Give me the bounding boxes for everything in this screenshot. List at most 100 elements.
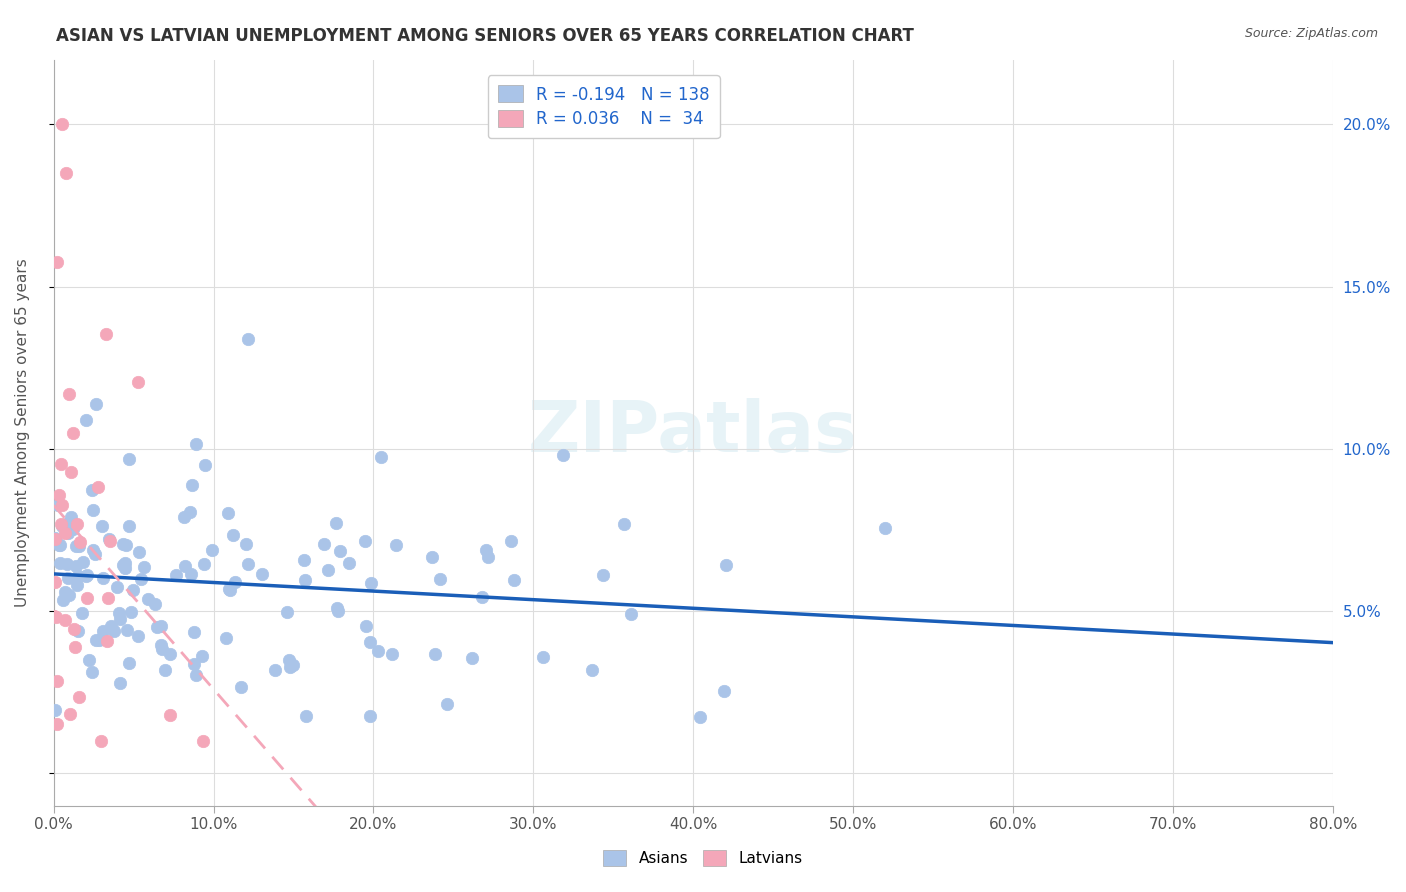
Point xyxy=(45,254,67,268)
Point xyxy=(183,625,205,640)
Point xyxy=(367,644,389,658)
Point xyxy=(112,537,135,551)
Point xyxy=(82,483,104,497)
Point xyxy=(429,572,451,586)
Point xyxy=(45,717,67,731)
Y-axis label: Unemployment Among Seniors over 65 years: Unemployment Among Seniors over 65 years xyxy=(15,258,30,607)
Point xyxy=(53,525,76,540)
Point xyxy=(224,574,246,589)
Point xyxy=(201,543,224,558)
Point xyxy=(236,332,259,346)
Point xyxy=(359,709,381,723)
Point xyxy=(471,590,494,604)
Point xyxy=(76,568,98,582)
Point xyxy=(100,618,122,632)
Point xyxy=(96,326,118,341)
Point xyxy=(159,647,181,661)
Point xyxy=(79,653,101,667)
Point xyxy=(90,733,112,747)
Point xyxy=(503,573,526,587)
Point xyxy=(98,534,121,549)
Point xyxy=(97,591,120,605)
Point xyxy=(499,533,522,548)
Point xyxy=(105,580,128,594)
Point xyxy=(294,574,316,588)
Point xyxy=(689,710,711,724)
Point xyxy=(67,569,90,583)
Point xyxy=(48,488,70,502)
Text: ASIAN VS LATVIAN UNEMPLOYMENT AMONG SENIORS OVER 65 YEARS CORRELATION CHART: ASIAN VS LATVIAN UNEMPLOYMENT AMONG SENI… xyxy=(56,27,914,45)
Point xyxy=(613,516,636,531)
Point xyxy=(238,557,260,571)
Point xyxy=(82,503,104,517)
Point xyxy=(121,583,143,598)
Point xyxy=(62,425,84,440)
Point xyxy=(51,498,73,512)
Point xyxy=(875,521,897,535)
Point xyxy=(48,538,70,552)
Point xyxy=(63,623,86,637)
Point xyxy=(75,413,97,427)
Point xyxy=(91,571,114,585)
Point xyxy=(108,612,131,626)
Point xyxy=(385,538,408,552)
Point xyxy=(46,498,69,512)
Point xyxy=(72,555,94,569)
Point xyxy=(217,506,239,520)
Point xyxy=(173,559,195,574)
Point xyxy=(66,577,89,591)
Point xyxy=(42,609,65,624)
Point xyxy=(531,650,554,665)
Point xyxy=(581,663,603,677)
Point xyxy=(150,641,173,656)
Point xyxy=(326,604,349,618)
Point xyxy=(114,561,136,575)
Point xyxy=(103,624,125,638)
Point xyxy=(90,518,112,533)
Point xyxy=(86,480,108,494)
Point xyxy=(96,633,118,648)
Point xyxy=(218,582,240,597)
Point xyxy=(191,649,214,664)
Point xyxy=(89,632,111,647)
Point xyxy=(136,592,159,607)
Point xyxy=(420,550,443,565)
Point xyxy=(153,663,176,677)
Point xyxy=(219,582,242,597)
Point xyxy=(44,703,66,717)
Point xyxy=(184,668,207,682)
Point xyxy=(69,534,91,549)
Point xyxy=(193,558,215,572)
Point xyxy=(436,697,458,711)
Point xyxy=(55,166,77,180)
Point xyxy=(250,567,273,582)
Point xyxy=(127,375,149,389)
Point xyxy=(97,532,120,546)
Point xyxy=(129,572,152,586)
Point xyxy=(82,542,104,557)
Point xyxy=(229,680,252,694)
Point xyxy=(194,458,217,473)
Point xyxy=(115,623,138,637)
Point xyxy=(292,553,315,567)
Point xyxy=(132,559,155,574)
Point xyxy=(86,633,108,648)
Point xyxy=(58,588,80,602)
Point xyxy=(120,605,142,619)
Point xyxy=(173,510,195,524)
Text: Source: ZipAtlas.com: Source: ZipAtlas.com xyxy=(1244,27,1378,40)
Point xyxy=(713,684,735,698)
Point xyxy=(278,653,301,667)
Point xyxy=(295,709,318,723)
Point xyxy=(714,558,737,572)
Point xyxy=(159,708,181,723)
Point xyxy=(165,568,187,582)
Point xyxy=(146,620,169,634)
Point xyxy=(45,673,67,688)
Point xyxy=(143,597,166,611)
Point xyxy=(118,452,141,467)
Point xyxy=(51,458,73,472)
Point xyxy=(181,478,204,492)
Point xyxy=(215,632,238,646)
Point xyxy=(222,528,245,542)
